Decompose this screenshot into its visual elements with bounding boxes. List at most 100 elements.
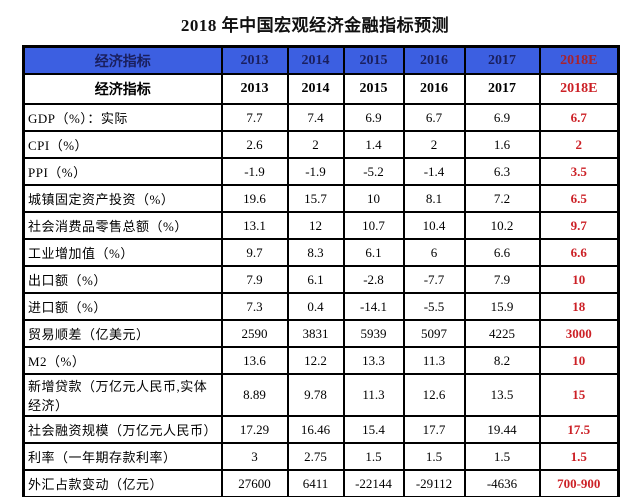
- value-cell: -22144: [342, 469, 405, 497]
- value-cell: 6.1: [342, 238, 405, 267]
- value-cell: 0.4: [286, 292, 345, 321]
- forecast-value-cell: 3.5: [538, 157, 620, 186]
- value-cell: -5.2: [342, 157, 405, 186]
- value-cell: 6.3: [463, 157, 541, 186]
- table-row: GDP（%）：实际 7.7 7.4 6.9 6.7 6.9 6.7: [22, 103, 620, 132]
- value-cell: 2: [286, 130, 345, 159]
- year-header-cell: 2013: [220, 45, 289, 75]
- forecast-year-header-cell: 2018E: [538, 73, 620, 105]
- value-cell: 3831: [286, 319, 345, 348]
- value-cell: 8.2: [463, 346, 541, 375]
- year-header-cell: 2013: [220, 73, 289, 105]
- table-row: 外汇占款变动（亿元） 27600 6411 -22144 -29112 -4636 700-…: [22, 469, 620, 497]
- indicator-label: M2（%）: [22, 346, 223, 375]
- indicator-label: 新增贷款（万亿元人民币,实体经济）: [22, 373, 223, 417]
- value-cell: 6.6: [463, 238, 541, 267]
- forecast-value-cell: 18: [538, 292, 620, 321]
- table-row: 出口额（%） 7.9 6.1 -2.8 -7.7 7.9 10: [22, 265, 620, 294]
- value-cell: 7.9: [463, 265, 541, 294]
- value-cell: 8.1: [402, 184, 466, 213]
- indicator-header-cell: 经济指标: [22, 45, 223, 75]
- value-cell: -1.9: [220, 157, 289, 186]
- indicator-label: GDP（%）：实际: [22, 103, 223, 132]
- indicator-label: 利率（一年期存款利率）: [22, 442, 223, 471]
- value-cell: 10: [342, 184, 405, 213]
- value-cell: 15.7: [286, 184, 345, 213]
- indicator-label: 社会消费品零售总额（%）: [22, 211, 223, 240]
- forecast-year-header-cell: 2018E: [538, 45, 620, 75]
- value-cell: 11.3: [402, 346, 466, 375]
- value-cell: 1.5: [463, 442, 541, 471]
- table-row: CPI（%） 2.6 2 1.4 2 1.6 2: [22, 130, 620, 159]
- value-cell: 15.4: [342, 415, 405, 444]
- year-header-cell: 2017: [463, 73, 541, 105]
- forecast-table: 经济指标 2013 2014 2015 2016 2017 2018E 经济指标 2013 201…: [22, 45, 620, 497]
- forecast-value-cell: 10: [538, 265, 620, 294]
- indicator-label: 社会融资规模（万亿元人民币）: [22, 415, 223, 444]
- table-row: 贸易顺差（亿美元） 2590 3831 5939 5097 4225 3000: [22, 319, 620, 348]
- value-cell: 10.7: [342, 211, 405, 240]
- table-row: 工业增加值（%） 9.7 8.3 6.1 6 6.6 6.6: [22, 238, 620, 267]
- value-cell: 10.4: [402, 211, 466, 240]
- table-row: PPI（%） -1.9 -1.9 -5.2 -1.4 6.3 3.5: [22, 157, 620, 186]
- table-row: 城镇固定资产投资（%） 19.6 15.7 10 8.1 7.2 6.5: [22, 184, 620, 213]
- value-cell: 1.5: [402, 442, 466, 471]
- value-cell: 15.9: [463, 292, 541, 321]
- value-cell: 1.4: [342, 130, 405, 159]
- table-row: 新增贷款（万亿元人民币,实体经济） 8.89 9.78 11.3 12.6 13.5 15: [22, 373, 620, 417]
- value-cell: 7.4: [286, 103, 345, 132]
- indicator-label: CPI（%）: [22, 130, 223, 159]
- page-title: 2018 年中国宏观经济金融指标预测: [180, 16, 450, 35]
- year-header-cell: 2015: [342, 45, 405, 75]
- value-cell: 12.2: [286, 346, 345, 375]
- value-cell: 7.2: [463, 184, 541, 213]
- value-cell: -1.9: [286, 157, 345, 186]
- value-cell: 9.78: [286, 373, 345, 417]
- indicator-label: 城镇固定资产投资（%）: [22, 184, 223, 213]
- value-cell: -29112: [402, 469, 466, 497]
- value-cell: 6.7: [402, 103, 466, 132]
- forecast-value-cell: 6.6: [538, 238, 620, 267]
- value-cell: 16.46: [286, 415, 345, 444]
- value-cell: -4636: [463, 469, 541, 497]
- value-cell: 17.7: [402, 415, 466, 444]
- indicator-label: 进口额（%）: [22, 292, 223, 321]
- table-header: 经济指标 2013 2014 2015 2016 2017 2018E 经济指标 2013 201…: [22, 45, 620, 105]
- value-cell: 8.3: [286, 238, 345, 267]
- value-cell: 3: [220, 442, 289, 471]
- table-row: 利率（一年期存款利率） 3 2.75 1.5 1.5 1.5 1.5: [22, 442, 620, 471]
- value-cell: 6411: [286, 469, 345, 497]
- header-row-white: 经济指标 2013 2014 2015 2016 2017 2018E: [22, 73, 620, 105]
- value-cell: 4225: [463, 319, 541, 348]
- value-cell: 10.2: [463, 211, 541, 240]
- value-cell: 13.1: [220, 211, 289, 240]
- value-cell: 12.6: [402, 373, 466, 417]
- value-cell: 2.75: [286, 442, 345, 471]
- indicator-label: 工业增加值（%）: [22, 238, 223, 267]
- table-row: 进口额（%） 7.3 0.4 -14.1 -5.5 15.9 18: [22, 292, 620, 321]
- value-cell: 6.9: [342, 103, 405, 132]
- forecast-value-cell: 1.5: [538, 442, 620, 471]
- indicator-label: 出口额（%）: [22, 265, 223, 294]
- table-row: 社会消费品零售总额（%） 13.1 12 10.7 10.4 10.2 9.7: [22, 211, 620, 240]
- value-cell: 12: [286, 211, 345, 240]
- value-cell: 6: [402, 238, 466, 267]
- value-cell: 11.3: [342, 373, 405, 417]
- value-cell: 6.9: [463, 103, 541, 132]
- value-cell: -1.4: [402, 157, 466, 186]
- value-cell: 1.5: [342, 442, 405, 471]
- value-cell: -14.1: [342, 292, 405, 321]
- forecast-value-cell: 3000: [538, 319, 620, 348]
- year-header-cell: 2017: [463, 45, 541, 75]
- year-header-cell: 2014: [286, 45, 345, 75]
- table-row: 社会融资规模（万亿元人民币） 17.29 16.46 15.4 17.7 19.44 17.…: [22, 415, 620, 444]
- value-cell: 17.29: [220, 415, 289, 444]
- table-row: M2（%） 13.6 12.2 13.3 11.3 8.2 10: [22, 346, 620, 375]
- forecast-value-cell: 2: [538, 130, 620, 159]
- value-cell: 5097: [402, 319, 466, 348]
- value-cell: 7.7: [220, 103, 289, 132]
- value-cell: 7.9: [220, 265, 289, 294]
- value-cell: 2: [402, 130, 466, 159]
- forecast-value-cell: 6.5: [538, 184, 620, 213]
- forecast-value-cell: 10: [538, 346, 620, 375]
